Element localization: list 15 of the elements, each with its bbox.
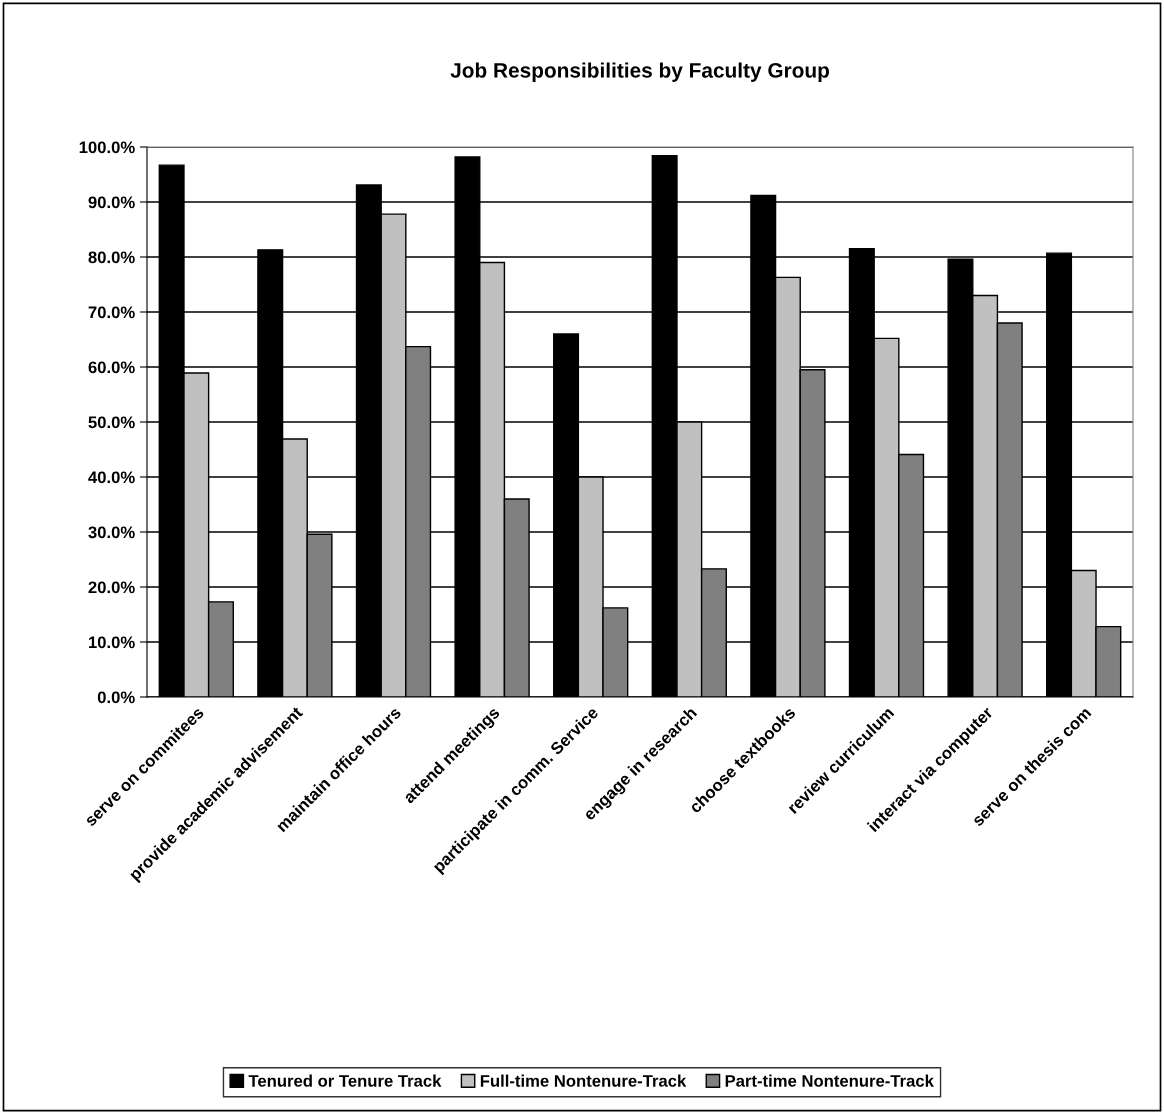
y-tick-label: 30.0% — [88, 526, 135, 539]
y-tick-label: 0.0% — [97, 691, 135, 704]
y-tick-label: 70.0% — [88, 306, 135, 319]
y-tick-label: 20.0% — [88, 581, 135, 594]
y-tick-label: 90.0% — [88, 196, 135, 209]
y-tick-label: 40.0% — [88, 471, 135, 484]
y-tick-label: 100.0% — [79, 141, 135, 154]
legend-label: Full-time Nontenure-Track — [480, 1074, 687, 1087]
legend-label: Part-time Nontenure-Track — [725, 1074, 934, 1087]
y-tick-label: 10.0% — [88, 636, 135, 649]
chart-title: Job Responsibilities by Faculty Group — [450, 62, 830, 82]
y-tick-label: 60.0% — [88, 361, 135, 374]
y-tick-label: 50.0% — [88, 416, 135, 429]
y-tick-label: 80.0% — [88, 251, 135, 264]
legend-label: Tenured or Tenure Track — [248, 1074, 442, 1087]
